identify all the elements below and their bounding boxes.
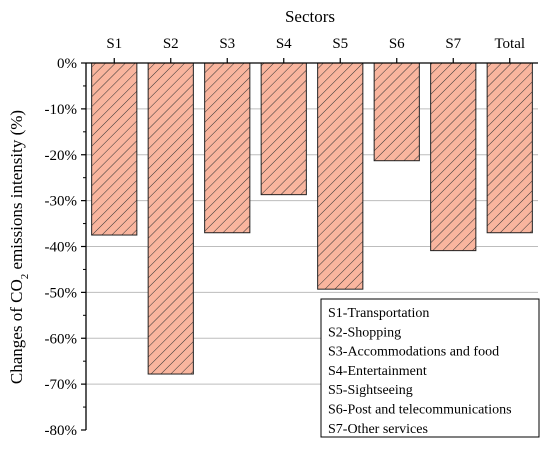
- bar-s5: [317, 62, 364, 290]
- y-tick-label: -30%: [45, 194, 78, 210]
- y-tick-labels: 0% -10% -20% -30% -40% -50% -60% -70% -80%: [45, 56, 86, 439]
- y-tick-label: 0%: [57, 56, 77, 72]
- y-tick-label: -80%: [45, 423, 78, 439]
- legend-entry: S5-Sightseeing: [328, 383, 413, 398]
- y-tick-label: -40%: [45, 240, 78, 256]
- legend-box: [320, 298, 540, 438]
- y-tick-label: -70%: [45, 377, 78, 393]
- x-tick-label: S4: [276, 36, 292, 52]
- bar-s2: [147, 62, 194, 375]
- y-axis-title: Changes of CO2 emissions intensity (%): [7, 110, 31, 384]
- y-tick-label: -10%: [45, 102, 78, 118]
- x-tick-label: Total: [494, 36, 525, 52]
- bar-s6: [373, 62, 420, 162]
- x-tick-label: S2: [163, 36, 179, 52]
- legend-entry: S1-Transportation: [328, 306, 429, 321]
- legend-entry: S7-Other services: [328, 422, 428, 437]
- legend: S1-Transportation S2-Shopping S3-Accommoda…: [320, 298, 540, 438]
- x-tick-label: S1: [106, 36, 122, 52]
- y-tick-label: -60%: [45, 331, 78, 347]
- legend-entry: S3-Accommodations and food: [328, 345, 499, 360]
- x-tick-label: S6: [389, 36, 405, 52]
- x-axis-title: Sectors: [285, 7, 335, 26]
- bar-s4: [260, 62, 307, 196]
- y-tick-label: -20%: [45, 148, 78, 164]
- x-tick-label: S5: [332, 36, 348, 52]
- x-tick-label: S7: [445, 36, 461, 52]
- x-tick-label: S3: [219, 36, 235, 52]
- bars: [91, 62, 533, 375]
- y-tick-label: -50%: [45, 285, 78, 301]
- bar-s7: [430, 62, 477, 252]
- legend-entry: S2-Shopping: [328, 325, 401, 340]
- bar-s1: [91, 62, 138, 236]
- x-tick-labels: S1 S2 S3 S4 S5 S6 S7 Total: [106, 36, 525, 63]
- bar-total: [486, 62, 533, 234]
- bar-s3: [204, 62, 251, 234]
- legend-entry: S4-Entertainment: [328, 364, 427, 379]
- legend-entry: S6-Post and telecommunications: [328, 403, 512, 418]
